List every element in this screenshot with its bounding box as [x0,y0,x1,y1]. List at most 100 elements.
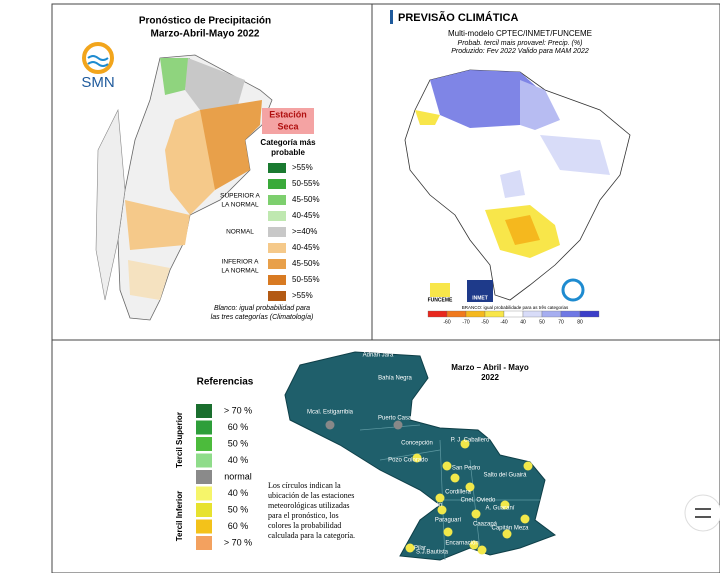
legend-swatch [268,275,286,285]
station [520,514,530,524]
station [405,543,415,553]
legend-swatch [268,195,286,205]
colorbar-label: -50 [481,319,488,325]
group-label: SUPERIOR A [220,193,260,200]
legend-label: 60 % [228,521,249,531]
colorbar-label: 50 [539,319,545,325]
menu-button[interactable] [684,494,720,532]
logo-waves [87,55,109,67]
colorbar-label: -70 [462,319,469,325]
place-name: Paraguarí [435,518,462,524]
place-name: Bahía Negra [378,376,412,382]
legend-label: 60 % [228,422,249,432]
station [393,420,403,430]
colorbar-segment [484,310,505,318]
group-label: LA NORMAL [221,268,259,275]
map-subtitle: Multi-modelo CPTEC/INMET/FUNCEME [448,29,592,38]
station [450,473,460,483]
legend-label: > 70 % [224,537,252,547]
legend-label: 40 % [228,488,249,498]
colorbar-segment [427,310,448,318]
legend-label: >=40% [292,227,317,236]
legend-swatch [196,453,212,468]
place-name: Caazapá [473,522,498,528]
colorbar-segment [560,310,581,318]
place-name: Adrián Jara [363,353,394,359]
legend-title: probable [271,148,305,157]
map-title: 2022 [481,373,499,382]
colorbar-label: -40 [500,319,507,325]
place-name: Pozo Colorado [388,458,428,464]
legend-swatch [268,163,286,173]
station [465,482,475,492]
logo-mark [82,42,114,74]
legend-label: >55% [292,163,313,172]
legend-swatch [196,437,212,451]
group-label: Tercil Superior [175,412,184,468]
title-bar [390,10,393,24]
station [469,540,479,550]
note: Los círculos indican la [268,481,341,490]
legend-label: 45-50% [292,195,320,204]
station [502,529,512,539]
legend-label: normal [224,471,252,481]
logo-text: SMN [81,74,114,91]
place-name: Cordillera [445,490,471,496]
group-label: LA NORMAL [221,202,259,209]
colorbar-label: 40 [520,319,526,325]
note: calculada para la categoría. [268,531,355,540]
group-label: INFERIOR A [222,259,260,266]
station [325,420,335,430]
legend-title: Categoría más [260,138,316,147]
place-name: S.J.Bautista [416,550,449,556]
legend-swatch [196,470,212,484]
legend-swatch [268,227,286,237]
station [443,527,453,537]
logo [430,283,450,297]
legend-swatch [196,519,212,534]
place-name: A. Guaraní [485,506,514,512]
logo [561,278,585,302]
station [500,500,510,510]
argentina-map [95,54,273,321]
legend-label: 40 % [228,455,249,465]
legend-label: 45-50% [292,259,320,268]
note: para el pronóstico, los [268,511,339,520]
ui-layer: Adrián Jara Bahía Negra Mcal. Estigarribia… [307,353,533,556]
map-subtitle: Produzido: Fev 2022 Valido para MAM 2022 [451,48,589,55]
colorbar-label: 80 [577,319,583,325]
legend-label: 50-55% [292,179,320,188]
place-name: San Pedro [452,466,481,472]
legend-swatch [268,179,286,189]
map-title: PREVISÃO CLIMÁTICA [398,11,518,24]
legend-swatch [196,420,212,435]
place-name: Mcal. Estigarribia [307,410,354,416]
station [460,439,470,449]
legend-label: >55% [292,291,313,300]
legend-label: 50 % [228,438,249,448]
colorbar-segment [522,310,543,318]
season-label: Seca [277,121,299,131]
colorbar-segment [541,310,562,318]
legend-label: 50-55% [292,275,320,284]
legend-label: > 70 % [224,405,252,415]
logo [467,280,493,302]
colorbar-label: -60 [443,319,450,325]
season-box [262,108,314,134]
legend-swatch [196,404,212,418]
place-name: Pilar [414,546,426,552]
legend-label: 50 % [228,504,249,514]
colorbar-note: BRANCO: igual probabilidade para as três… [462,305,569,310]
legend-swatch [196,486,212,501]
map-subtitle: Marzo-Abril-Mayo 2022 [151,29,260,40]
group-label: Tercil Inferior [175,491,184,542]
footnote: las tres categorías (Climatología) [211,314,314,321]
legend-label: 40-45% [292,211,320,220]
legend-swatch [268,243,286,253]
place-name: Salto del Guairá [483,473,527,479]
place-name: Cnel. Oviedo [461,498,496,504]
group-label: NORMAL [226,229,254,236]
map-title: Marzo – Abril - Mayo [451,363,529,372]
footnote: Blanco: igual probabilidad para [214,305,310,312]
